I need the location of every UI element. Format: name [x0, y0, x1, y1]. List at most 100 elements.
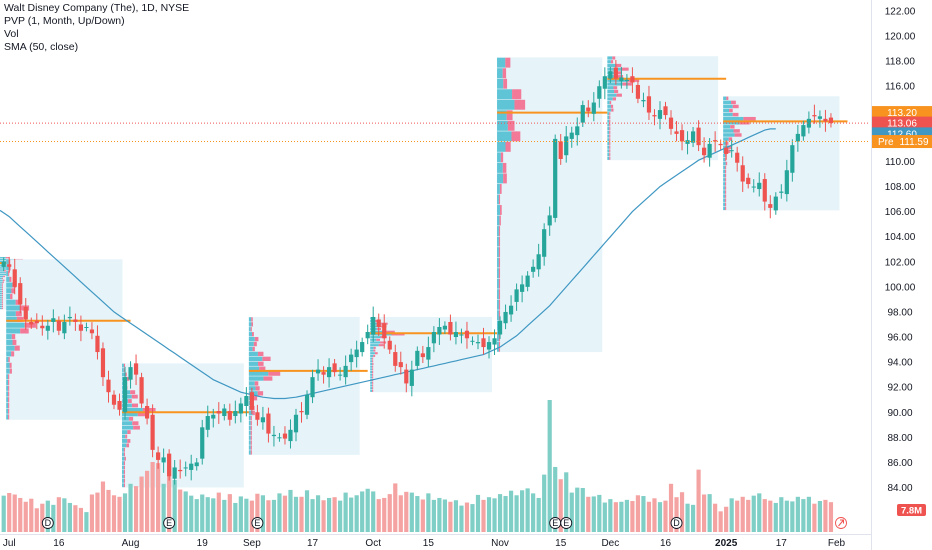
- vp-row-down: [251, 322, 254, 327]
- volume-bar: [426, 493, 431, 532]
- legend-title[interactable]: Walt Disney Company (The), 1D, NYSE: [4, 2, 190, 14]
- vp-row-up: [6, 402, 9, 409]
- volume-bar: [828, 502, 834, 532]
- vp-row-down: [503, 173, 507, 184]
- vp-row-down: [725, 194, 727, 198]
- vp-row-up: [248, 425, 251, 430]
- y-tick-label: 88.00: [887, 433, 912, 444]
- vp-row-down: [743, 116, 756, 121]
- event-icon-dividend[interactable]: D: [670, 517, 683, 529]
- vp-row-up: [0, 294, 2, 296]
- candle-body: [167, 453, 172, 477]
- volume-bar: [801, 499, 806, 532]
- volume-bar: [40, 503, 45, 532]
- vp-row-up: [6, 293, 11, 300]
- vp-row-down: [250, 450, 252, 455]
- volume-bar: [34, 508, 39, 532]
- event-icon-letter: E: [552, 518, 558, 528]
- event-icon-earnings[interactable]: E: [560, 517, 573, 529]
- vp-row-down: [609, 149, 611, 153]
- vp-row-up: [248, 332, 252, 337]
- vp-row-up: [370, 330, 386, 333]
- vp-row-up: [248, 450, 251, 455]
- legend-vol[interactable]: Vol: [4, 28, 19, 40]
- candle-body: [630, 76, 635, 83]
- vp-row-up: [497, 194, 499, 205]
- volume-bar: [768, 500, 773, 532]
- vp-row-up: [370, 354, 374, 357]
- vp-row-up: [0, 285, 2, 287]
- candle-body: [729, 150, 734, 152]
- candle-body: [249, 392, 254, 410]
- event-icon-earnings[interactable]: E: [549, 517, 562, 529]
- volume-bar: [277, 493, 282, 532]
- vp-row-up: [607, 112, 610, 116]
- candle-body: [575, 126, 580, 136]
- event-icon-earnings[interactable]: E: [251, 517, 264, 529]
- candle-body: [806, 118, 811, 128]
- vp-row-down: [725, 186, 727, 190]
- vp-row-down: [612, 97, 617, 101]
- legend-sma[interactable]: SMA (50, close): [4, 41, 79, 53]
- event-icon-dividend[interactable]: D: [41, 517, 54, 529]
- candle-body: [51, 318, 56, 322]
- vp-row-down: [8, 402, 10, 409]
- vp-box-jul: [6, 259, 123, 420]
- vp-row-up: [0, 279, 3, 281]
- event-icon-circle: [670, 517, 683, 529]
- vp-row-down: [505, 141, 511, 152]
- vp-row-up: [723, 133, 735, 137]
- vp-row-down: [609, 156, 611, 160]
- x-tick-label: 15: [423, 538, 435, 549]
- vp-row-down: [498, 310, 501, 321]
- vp-row-up: [0, 274, 7, 276]
- vp-row-up: [723, 169, 726, 174]
- candle-body: [365, 332, 370, 339]
- candle-body: [448, 321, 453, 335]
- candle-body: [718, 143, 723, 146]
- vp-row-up: [6, 334, 12, 340]
- candle-body: [437, 326, 442, 335]
- candle-body: [282, 433, 288, 439]
- candle-body: [244, 395, 249, 406]
- candle-body: [67, 316, 72, 319]
- volume-bar: [299, 496, 304, 532]
- vp-row-down: [124, 372, 127, 377]
- vp-row-down: [137, 412, 148, 417]
- vp-row-down: [15, 311, 22, 317]
- vp-row-up: [370, 352, 375, 355]
- vp-row-down: [8, 265, 11, 271]
- volume-bar: [62, 498, 67, 532]
- candle-body: [492, 338, 497, 345]
- volume-bar: [817, 501, 823, 532]
- vp-row-up: [6, 368, 10, 374]
- candle-body: [178, 469, 183, 472]
- volume-bar: [586, 496, 591, 532]
- vp-row-up: [6, 339, 13, 345]
- vp-row-up: [248, 420, 251, 426]
- vp-row-up: [248, 435, 251, 440]
- y-tick-label: 102.00: [885, 257, 916, 268]
- volume-bar: [608, 499, 613, 532]
- event-icon-earnings[interactable]: E: [163, 517, 176, 529]
- vp-row-down: [250, 425, 252, 430]
- vp-row-down: [254, 381, 259, 386]
- candle-body: [812, 115, 817, 117]
- vp-row-down: [502, 162, 507, 173]
- vp-row-up: [497, 289, 499, 300]
- vp-row-down: [611, 108, 614, 112]
- candle-body: [1, 261, 6, 267]
- vp-row-up: [6, 408, 9, 414]
- candle-body: [431, 332, 436, 344]
- vp-row-up: [607, 86, 614, 90]
- candle-body: [200, 427, 205, 459]
- vp-row-down: [5, 257, 10, 259]
- vp-row-down: [725, 178, 727, 182]
- vp-row-up: [0, 272, 6, 274]
- vp-row-down: [1, 294, 3, 296]
- vp-row-up: [370, 349, 374, 352]
- candle-body: [608, 71, 613, 79]
- vp-row-up: [607, 104, 611, 108]
- legend-pvp[interactable]: PVP (1, Month, Up/Down): [4, 15, 125, 27]
